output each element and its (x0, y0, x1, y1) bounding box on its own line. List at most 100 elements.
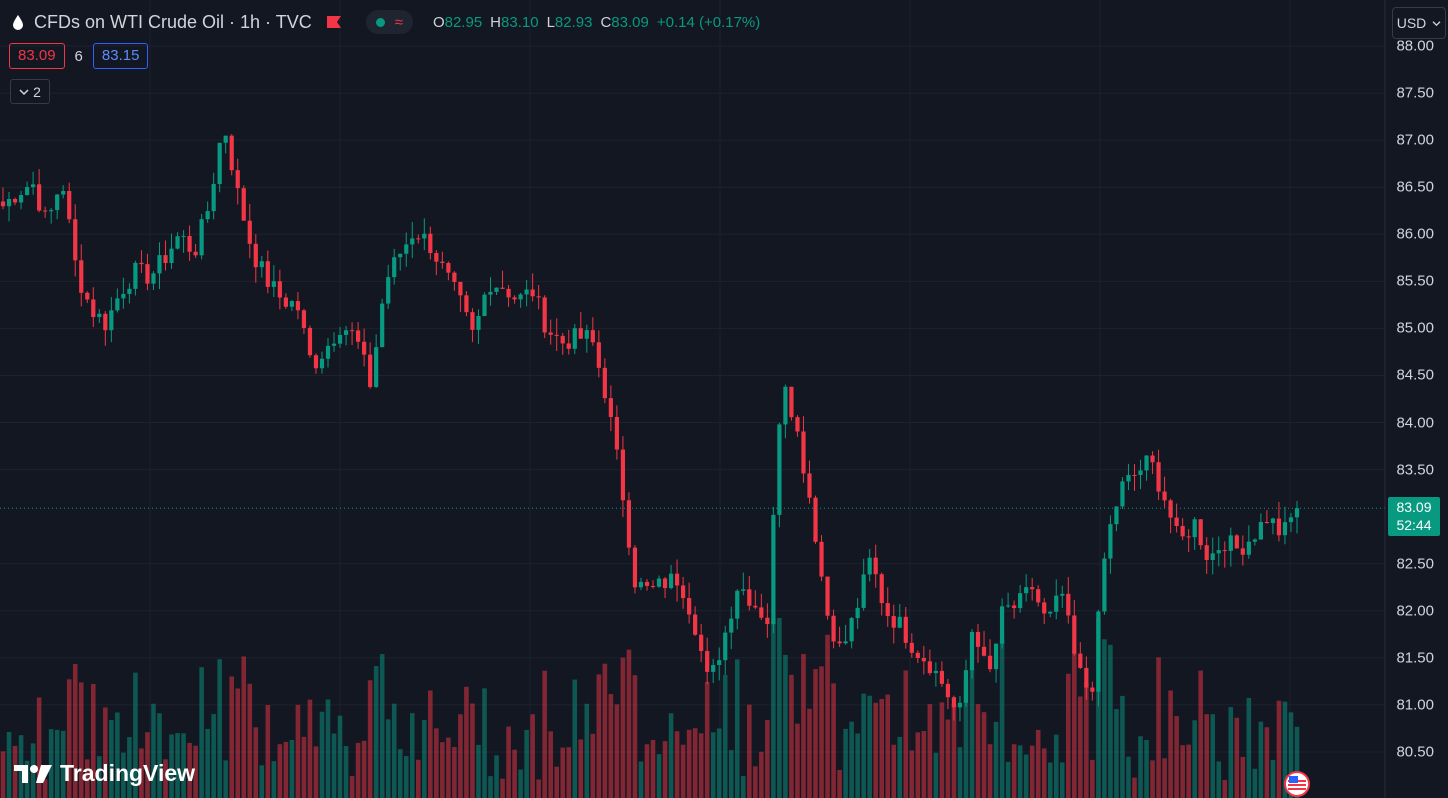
volume-bar (0, 751, 6, 798)
volume-bar (175, 733, 180, 798)
candle-body (247, 220, 252, 244)
candle-body (1210, 553, 1215, 560)
volume-bar (115, 712, 120, 798)
volume-bar (741, 775, 746, 798)
candle-body (470, 312, 475, 330)
candle-body (398, 253, 403, 258)
candle-body (765, 617, 770, 625)
volume-bar (783, 654, 788, 798)
volume-bar (921, 731, 927, 798)
volume-bar (638, 761, 644, 798)
volume-bar (1216, 761, 1222, 798)
volume-bar (403, 756, 409, 798)
market-status-pill[interactable]: ≈ (365, 10, 413, 34)
candle-body (963, 670, 969, 703)
volume-bar (205, 728, 210, 798)
volume-bar (903, 670, 909, 798)
candle-body (1174, 517, 1179, 526)
candle-body (693, 614, 698, 635)
market-open-dot (375, 17, 385, 27)
volume-bar (692, 728, 698, 798)
candle-body (717, 660, 722, 665)
candle-body (43, 210, 48, 212)
candle-body (115, 298, 120, 311)
candle-body (789, 386, 794, 418)
volume-bar (367, 680, 373, 798)
candle-body (921, 657, 926, 662)
volume-bar (349, 776, 355, 798)
candle-body (909, 642, 914, 653)
volume-bar (325, 699, 331, 798)
candle-body (24, 187, 30, 196)
flag-icon[interactable] (326, 15, 342, 29)
price-axis-tick: 81.00 (1396, 696, 1434, 714)
candle-body (73, 219, 78, 261)
volume-bar (957, 747, 963, 798)
volume-bar (560, 747, 566, 798)
volume-bar (434, 728, 439, 798)
candle-body (295, 301, 301, 311)
high-label: H (490, 13, 502, 31)
candle-body (55, 194, 60, 211)
volume-bar (632, 675, 638, 798)
volume-bar (1084, 682, 1089, 798)
volume-bar (6, 731, 12, 798)
candle-body (452, 272, 457, 282)
volume-bar (229, 676, 234, 798)
volume-bar (536, 779, 541, 798)
candle-body (253, 243, 258, 268)
candle-body (638, 581, 644, 588)
candle-body (993, 643, 999, 670)
volume-bar (265, 704, 271, 798)
volume-bar (879, 698, 884, 798)
candle-body (879, 574, 884, 604)
candle-body (855, 607, 860, 619)
indicators-toggle-button[interactable]: 2 (10, 79, 50, 104)
volume-bar (518, 769, 523, 798)
low-label: L (546, 13, 555, 31)
volume-bar (235, 688, 241, 798)
volume-bar (42, 779, 48, 798)
candle-body (1198, 519, 1203, 546)
candle-body (608, 398, 613, 417)
volume-bar (831, 683, 836, 798)
candle-body (1288, 517, 1294, 523)
candle-body (1216, 550, 1221, 554)
candle-body (741, 589, 746, 591)
volume-bar (933, 752, 939, 798)
candle-body (687, 598, 692, 615)
volume-bar (578, 739, 584, 798)
volume-bar (1174, 716, 1179, 798)
volume-bar (187, 742, 192, 798)
candle-body (795, 417, 800, 432)
volume-bar (656, 754, 662, 798)
candle-body (1060, 593, 1065, 596)
currency-selector[interactable]: USD (1392, 7, 1446, 39)
candle-body (819, 541, 824, 577)
buy-price-button[interactable]: 83.15 (92, 43, 149, 69)
volume-bar (584, 703, 590, 798)
volume-bar (500, 778, 505, 798)
symbol-title[interactable]: CFDs on WTI Crude Oil · 1h · TVC (34, 11, 312, 32)
candle-body (590, 330, 595, 343)
volume-bar (48, 729, 54, 798)
candle-body (271, 281, 276, 287)
candle-body (536, 296, 541, 298)
candle-body (705, 651, 710, 672)
volume-bar (747, 704, 752, 798)
candle-body (945, 683, 951, 698)
candle-body (476, 315, 481, 330)
us-flag-icon[interactable] (1284, 771, 1310, 797)
price-axis-tick: 86.50 (1396, 178, 1434, 196)
candle-body (1102, 558, 1107, 612)
volume-bar (1186, 744, 1191, 798)
tradingview-logo[interactable]: TradingView (14, 760, 195, 787)
volume-bar (253, 727, 259, 798)
volume-bar (945, 719, 951, 798)
candle-body (885, 603, 890, 617)
volume-bar (84, 759, 90, 798)
volume-bar (127, 737, 132, 798)
candle-body (313, 355, 319, 369)
sell-price-button[interactable]: 83.09 (9, 43, 65, 69)
